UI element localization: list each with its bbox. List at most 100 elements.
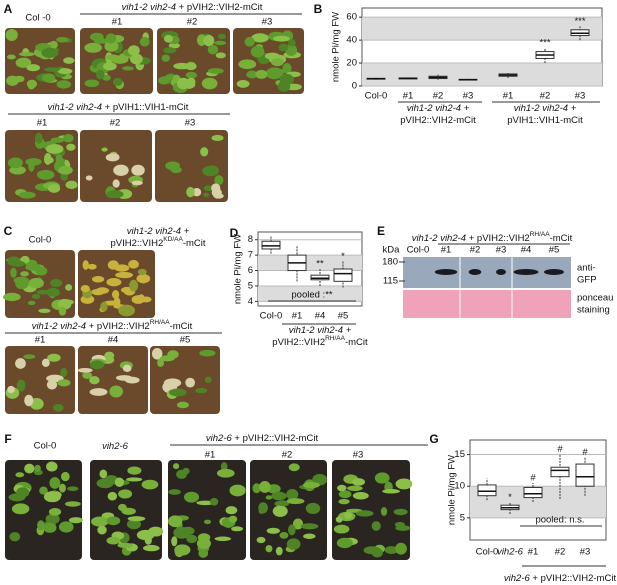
- leaf: [82, 260, 89, 270]
- leaf: [8, 493, 26, 502]
- leaf: [176, 401, 189, 409]
- leaf: [122, 364, 132, 372]
- leaf: [106, 516, 121, 526]
- leaf: [57, 379, 71, 387]
- leaf: [84, 42, 102, 53]
- leaf: [121, 507, 136, 515]
- x-tick-label: #1: [403, 91, 414, 102]
- leaf: [198, 548, 209, 558]
- leaf: [15, 472, 25, 478]
- grid-band: [362, 17, 602, 41]
- text-part: vih2-6: [102, 441, 129, 452]
- leaf: [35, 132, 43, 144]
- pot-photo: [150, 346, 220, 414]
- leaf: [114, 477, 125, 488]
- leaf: [24, 463, 35, 474]
- leaf: [122, 66, 134, 71]
- leaf: [266, 527, 280, 534]
- leaf: [225, 506, 238, 515]
- label: ponceau: [577, 293, 613, 304]
- label: #2: [110, 118, 121, 129]
- x-tick-label: #2: [540, 91, 551, 102]
- panel-label: A: [4, 2, 13, 16]
- leaf: [36, 289, 50, 295]
- leaf: [160, 355, 175, 362]
- leaf: [203, 34, 215, 47]
- leaf: [355, 510, 374, 517]
- leaf: [25, 158, 42, 166]
- leaf: [209, 497, 219, 506]
- leaf: [264, 52, 280, 60]
- leaf: [139, 37, 150, 47]
- leaf: [185, 62, 197, 71]
- leaf: [126, 519, 142, 530]
- label: Col -0: [25, 13, 50, 24]
- leaf: [31, 294, 41, 299]
- leaf: [128, 259, 139, 269]
- leaf: [380, 507, 388, 516]
- leaf: [300, 523, 319, 530]
- text-part: vih2-6: [206, 433, 233, 444]
- leaf: [211, 134, 224, 142]
- leaf: [45, 144, 64, 154]
- leaf: [286, 538, 301, 550]
- leaf: [201, 77, 218, 90]
- label: #3: [185, 118, 196, 129]
- leaf: [305, 502, 321, 514]
- leaf: [58, 521, 74, 533]
- leaf: [115, 375, 133, 381]
- label: vih1-2 vih2-4 + pVIH1::VIH1-mCit: [48, 102, 189, 113]
- label: Col-0: [29, 235, 52, 246]
- leaf: [92, 275, 105, 283]
- leaf: [115, 271, 134, 279]
- leaf: [271, 58, 284, 67]
- leaf: [170, 166, 182, 174]
- leaf: [58, 165, 73, 175]
- leaf: [44, 67, 60, 72]
- leaf: [164, 34, 173, 43]
- leaf: [28, 83, 35, 90]
- leaf: [89, 388, 108, 396]
- leaf: [282, 63, 292, 74]
- leaf: [89, 32, 104, 42]
- label: #1: [35, 335, 46, 346]
- leaf: [265, 544, 273, 553]
- leaf: [63, 133, 74, 143]
- leaf: [16, 277, 28, 287]
- leaf: [338, 490, 352, 499]
- leaf: [28, 277, 44, 289]
- y-axis-label: nmole Pi/mg FW: [233, 234, 244, 304]
- leaf: [111, 290, 120, 299]
- leaf: [112, 77, 123, 86]
- leaf: [41, 47, 59, 59]
- leaf: [106, 277, 122, 287]
- leaf: [95, 69, 105, 80]
- label: 180: [382, 257, 398, 268]
- leaf: [171, 536, 178, 547]
- leaf: [163, 382, 173, 389]
- leaf: [185, 377, 195, 388]
- leaf: [214, 175, 224, 186]
- text-part: pVIH2::VIH2: [272, 337, 325, 348]
- significance: #: [530, 473, 536, 484]
- leaf: [15, 358, 26, 369]
- pooled-stat: pooled: n.s.: [535, 515, 584, 526]
- leaf: [59, 483, 66, 493]
- leaf: [6, 54, 16, 60]
- text-part: RH/AA: [530, 231, 551, 238]
- leaf: [214, 536, 232, 541]
- y-tick-label: 15: [454, 449, 465, 460]
- leaf: [259, 480, 271, 493]
- leaf: [185, 71, 198, 79]
- leaf: [277, 500, 288, 507]
- x-tick-label: #2: [433, 91, 444, 102]
- leaf: [288, 463, 300, 472]
- leaf: [65, 284, 73, 291]
- leaf: [258, 502, 268, 514]
- leaf: [52, 404, 64, 412]
- significance: #: [582, 447, 588, 458]
- leaf: [195, 387, 208, 394]
- leaf: [196, 500, 215, 506]
- text-part: -mCit: [345, 337, 368, 348]
